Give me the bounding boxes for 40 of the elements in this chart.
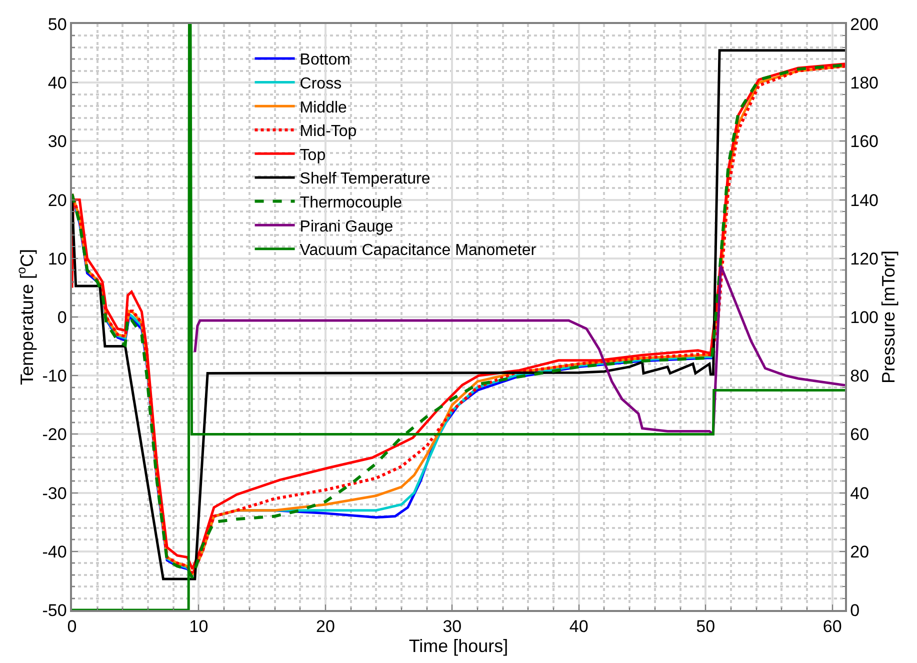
y-tick-label: 0 [57, 308, 67, 327]
y2-tick-label: 40 [850, 484, 870, 503]
y2-tick-label: 0 [850, 600, 860, 620]
y2-tick-label: 200 [850, 14, 879, 34]
x-tick-label: 40 [569, 617, 588, 636]
legend-label: Vacuum Capacitance Manometer [300, 242, 537, 260]
legend-label: Mid-Top [300, 123, 357, 140]
y-tick-label: -10 [42, 366, 67, 386]
y-tick-label: -50 [42, 600, 67, 620]
legend-label: Top [300, 146, 326, 164]
x-tick-label: 50 [696, 617, 716, 636]
y-tick-label: -20 [42, 425, 67, 444]
legend-label: Cross [300, 76, 342, 93]
y2-tick-label: 180 [850, 74, 879, 93]
x-tick-label: 20 [316, 617, 335, 636]
legend-label: Middle [300, 99, 348, 116]
y2-tick-label: 20 [850, 542, 870, 562]
y-tick-label: -30 [42, 484, 67, 503]
y-tick-label: 30 [48, 132, 67, 152]
x-tick-label: 60 [822, 617, 842, 636]
legend-label: Bottom [300, 52, 350, 69]
y2-tick-label: 80 [850, 366, 870, 386]
y-tick-label: 20 [48, 190, 67, 210]
y-tick-label: 40 [48, 74, 67, 93]
x-tick-label: 10 [189, 617, 208, 636]
y2-tick-label: 160 [850, 132, 879, 152]
y2-tick-label: 120 [850, 249, 879, 268]
y2-tick-label: 60 [850, 425, 870, 444]
legend-label: Shelf Temperature [300, 170, 430, 188]
legend-label: Thermocouple [300, 194, 402, 212]
y-tick-label: -40 [42, 542, 67, 562]
line-series [194, 264, 845, 436]
y2-tick-label: 100 [850, 308, 879, 327]
y-tick-label: 10 [48, 249, 67, 268]
x-axis-title: Time [hours] [408, 636, 508, 656]
x-tick-label: 30 [442, 617, 462, 636]
y2-tick-label: 140 [850, 190, 879, 210]
legend-label: Pirani Gauge [300, 218, 394, 236]
y-tick-label: 50 [48, 14, 67, 34]
y2-axis-title: Pressure [mTorr] [878, 250, 899, 384]
